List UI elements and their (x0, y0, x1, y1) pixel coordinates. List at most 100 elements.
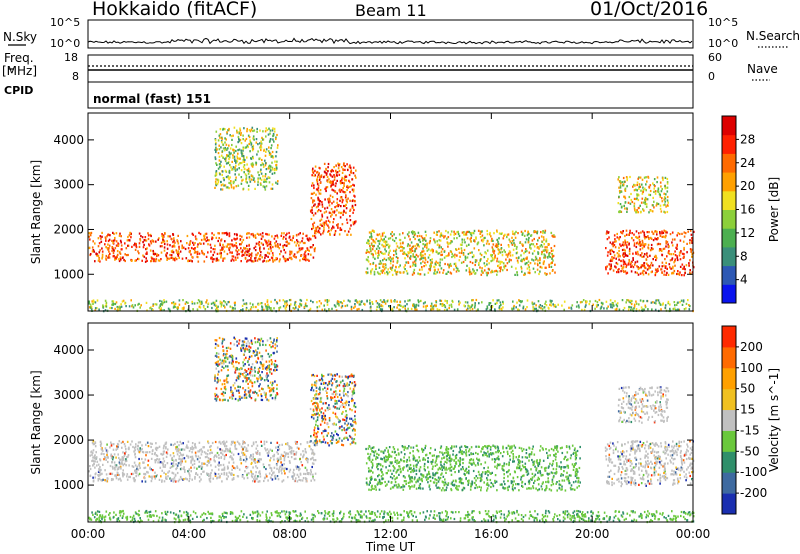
echo-cell (223, 257, 226, 260)
echo-cell (127, 253, 129, 257)
echo-cell (127, 235, 129, 239)
echo-cell (278, 467, 281, 470)
echo-cell (189, 455, 192, 459)
echo-cell (371, 302, 374, 305)
echo-cell (252, 144, 255, 147)
echo-cell (454, 232, 457, 235)
echo-cell (165, 254, 168, 257)
echo-cell (233, 473, 235, 477)
echo-cell (259, 142, 261, 145)
echo-cell (310, 197, 313, 200)
echo-cell (616, 236, 619, 239)
echo-cell (250, 157, 253, 160)
echo-cell (257, 460, 260, 463)
echo-cell (359, 303, 362, 306)
echo-cell (232, 440, 234, 443)
echo-cell (375, 237, 378, 241)
echo-cell (517, 261, 519, 264)
echo-cell (227, 466, 229, 470)
echo-cell (244, 470, 246, 473)
echo-cell (527, 271, 530, 274)
echo-cell (577, 304, 580, 307)
echo-cell (200, 467, 203, 470)
echo-cell (554, 304, 556, 307)
echo-cell (108, 238, 111, 241)
echo-cell (117, 467, 120, 470)
echo-cell (430, 308, 433, 311)
echo-cell (256, 461, 259, 464)
echo-cell (659, 243, 662, 246)
echo-cell (586, 300, 588, 303)
echo-cell (115, 301, 118, 304)
echo-cell (242, 159, 245, 162)
echo-cell (299, 232, 301, 235)
echo-cell (537, 246, 539, 249)
echo-cell (661, 235, 664, 238)
echo-cell (228, 156, 231, 159)
echo-cell (209, 477, 212, 480)
echo-cell (312, 244, 314, 247)
echo-cell (647, 243, 650, 246)
echo-cell (241, 179, 243, 182)
echo-cell (622, 269, 624, 272)
echo-cell (271, 183, 274, 186)
echo-cell (126, 440, 129, 443)
echo-cell (609, 252, 612, 255)
echo-cell (155, 448, 158, 452)
echo-cell (246, 236, 248, 239)
echo-cell (375, 266, 377, 269)
echo-cell (173, 239, 175, 242)
echo-cell (243, 160, 246, 163)
echo-cell (644, 201, 646, 204)
echo-cell (653, 200, 655, 203)
echo-cell (270, 144, 273, 147)
echo-cell (351, 178, 353, 181)
echo-cell (497, 245, 499, 248)
echo-cell (101, 257, 103, 260)
echo-cell (172, 241, 174, 244)
echo-cell (297, 308, 299, 311)
echo-cell (549, 272, 551, 275)
echo-cell (162, 237, 164, 240)
echo-cell (221, 137, 223, 140)
echo-cell (183, 478, 185, 481)
echo-cell (290, 456, 293, 459)
echo-cell (154, 471, 156, 474)
echo-cell (661, 253, 663, 256)
echo-cell (314, 169, 316, 172)
echo-cell (270, 247, 272, 250)
echo-cell (614, 246, 617, 249)
echo-cell (544, 229, 547, 232)
echo-cell (119, 477, 121, 480)
echo-cell (122, 469, 124, 472)
echo-cell (497, 240, 499, 243)
echo-cell (513, 244, 516, 247)
echo-cell (97, 463, 100, 466)
echo-cell (169, 466, 172, 469)
echo-cell (511, 230, 514, 233)
echo-cell (165, 256, 168, 259)
echo-cell (312, 475, 314, 478)
echo-cell (636, 241, 639, 244)
echo-cell (117, 242, 119, 245)
echo-cell (316, 180, 319, 183)
echo-cell (241, 253, 244, 257)
echo-cell (282, 479, 285, 482)
echo-cell (151, 442, 153, 445)
echo-cell (128, 446, 130, 449)
echo-cell (198, 465, 200, 468)
echo-cell (249, 139, 251, 142)
echo-cell (161, 245, 163, 248)
echo-cell (518, 256, 520, 259)
echo-cell (129, 231, 131, 234)
echo-cell (252, 453, 254, 456)
echo-cell (116, 445, 118, 448)
echo-cell (380, 250, 382, 254)
echo-cell (312, 234, 314, 238)
echo-cell (623, 195, 625, 198)
echo-cell (623, 180, 626, 183)
echo-cell (673, 301, 676, 304)
echo-cell (666, 231, 668, 234)
echo-cell (116, 473, 119, 476)
echo-cell (260, 444, 263, 447)
